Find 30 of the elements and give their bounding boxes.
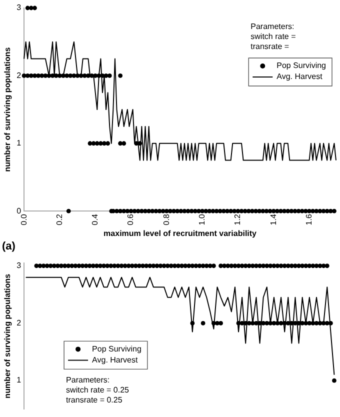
legend-label: Pop Surviving: [276, 61, 326, 70]
y-tick-label: 3: [16, 3, 22, 12]
x-tick-label: 0.0: [19, 214, 28, 226]
annotation: switch rate =: [250, 32, 296, 42]
y-tick-label: 2: [16, 318, 22, 328]
y-axis-title: number of surviving populations: [3, 273, 12, 398]
y-tick-label: 0: [16, 206, 22, 216]
annotation: transrate = 0.25: [66, 395, 123, 404]
x-axis-title: maximum level of recruitment variability: [104, 229, 258, 238]
legend-label: Avg. Harvest: [92, 355, 138, 364]
legend-label: Avg. Harvest: [276, 72, 324, 82]
y-tick-label: 1: [16, 138, 22, 148]
x-tick-label: 0.6: [126, 214, 136, 226]
x-tick-label: 0.8: [162, 214, 171, 226]
x-tick-label: 1.6: [304, 214, 314, 226]
y-tick-label: 2: [16, 70, 22, 80]
x-tick-label: 0.4: [90, 214, 100, 226]
x-tick-label: 1.4: [268, 214, 278, 226]
x-tick-label: 0.2: [54, 214, 64, 226]
x-tick-label: 1.0: [198, 214, 207, 226]
y-tick-label: 1: [16, 376, 22, 385]
annotation: switch rate = 0.25: [66, 385, 130, 394]
x-tick-label: 1.2: [233, 214, 242, 226]
legend-label: Pop Surviving: [92, 344, 142, 354]
y-axis-title: number of surviving populations: [3, 46, 12, 172]
y-tick-label: 3: [16, 261, 22, 270]
annotation: Parameters:: [66, 375, 110, 384]
text: (a): [2, 240, 16, 252]
annotation: transrate =: [250, 42, 290, 52]
annotation: Parameters:: [250, 22, 294, 32]
